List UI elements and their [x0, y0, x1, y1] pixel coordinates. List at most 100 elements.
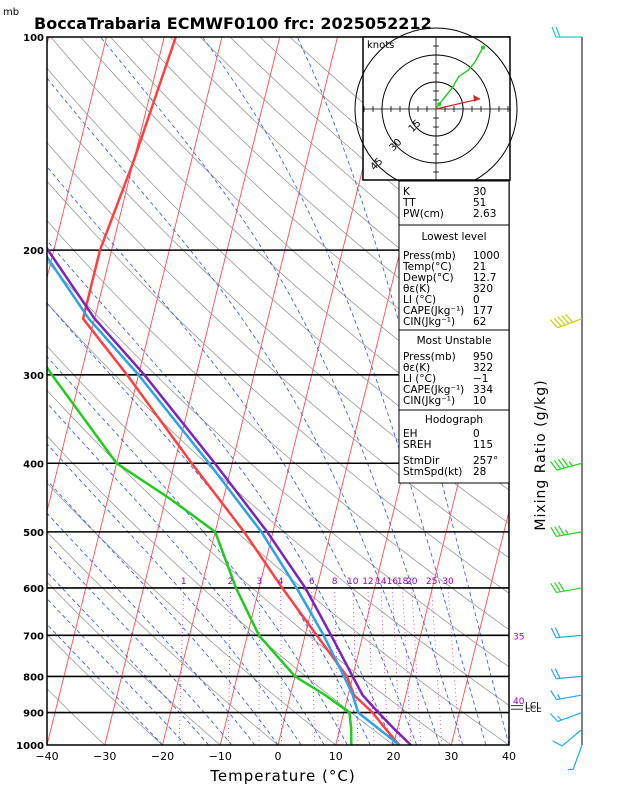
dry-adiabat — [47, 180, 509, 594]
indices-box-lowest — [398, 224, 510, 331]
most-unstable-value: 950 — [473, 351, 493, 363]
wind-barb-staff — [557, 318, 583, 329]
pressure-tick-label: 300 — [23, 371, 44, 382]
storm-value: 257° — [473, 455, 498, 467]
wind-barb-staff — [561, 728, 583, 747]
mixing-ratio-label: 4 — [278, 577, 284, 587]
temperature-tick-label: 10 — [329, 750, 343, 763]
wind-barb-flag — [550, 526, 557, 537]
lcl-label: LCL — [525, 705, 541, 715]
moist-adiabat — [47, 402, 325, 745]
lowest-value: 62 — [473, 316, 486, 328]
hodo-value: 115 — [473, 439, 493, 451]
temperature-tick-label: 20 — [387, 750, 401, 763]
lcl-label: LCL — [525, 702, 541, 712]
lowest-key: CAPE(Jkg⁻¹) — [403, 305, 464, 317]
isotherm-line — [508, 743, 509, 745]
most-unstable-key: Press(mb) — [403, 351, 456, 363]
pressure-tick-label: 600 — [23, 584, 44, 595]
mixing-ratio-label: 1 — [181, 577, 187, 587]
temperature-tick-label: −30 — [93, 750, 116, 763]
temperature-profile — [81, 37, 401, 745]
wind-barb-flag — [564, 313, 574, 323]
wind-barb-staff — [572, 744, 583, 770]
hodo-key: EH — [403, 428, 418, 440]
wind-barb-flag — [557, 458, 566, 469]
storm-motion-arrow — [435, 98, 481, 110]
index-value: 30 — [473, 186, 486, 198]
wind-barb-staff — [556, 587, 583, 594]
mixing-ratio-label: 16 — [387, 577, 399, 587]
hodograph-point — [437, 102, 442, 107]
lowest-value: 0 — [473, 294, 480, 306]
indices-box-most-unstable — [398, 329, 510, 411]
lowest-key: Dewp(°C) — [403, 272, 454, 284]
hodograph-units-label: knots — [367, 40, 394, 51]
moist-adiabat — [47, 77, 441, 745]
dry-adiabat — [47, 435, 395, 745]
dry-adiabat — [47, 688, 106, 745]
mixing-ratio-label: 20 — [406, 577, 418, 587]
most-unstable-key: θε(K) — [403, 362, 430, 374]
temperature-tick-label: 0 — [275, 750, 282, 763]
lowest-value: 320 — [473, 283, 493, 295]
mixing-ratio-label: 12 — [362, 577, 373, 587]
indices-box-general — [398, 180, 510, 226]
mixing-ratio-label: 6 — [309, 577, 315, 587]
dry-adiabat — [47, 104, 509, 524]
dry-adiabat — [47, 389, 452, 745]
wind-barb-flag — [549, 461, 558, 471]
mixing-ratio-label: 2 — [228, 577, 234, 587]
lowest-key: Press(mb) — [403, 250, 456, 262]
most-unstable-value: 334 — [473, 384, 493, 396]
lowest-value: 177 — [473, 305, 493, 317]
wind-barb-flag — [558, 525, 565, 536]
mixing-ratio-label: 18 — [397, 577, 409, 587]
storm-value: 28 — [473, 466, 486, 478]
temperature-tick-label: −40 — [35, 750, 58, 763]
chart-title: BoccaTrabaria ECMWF0100 frc: 2025052212 — [34, 14, 432, 33]
mixing-ratio-line — [178, 587, 185, 745]
wind-barb-flag — [549, 319, 559, 329]
wind-barb-flag — [555, 26, 561, 38]
index-value: 2.63 — [473, 208, 496, 220]
wind-barb-flag — [557, 316, 566, 326]
indices-table: K 30 TT 51 PW(cm) 2.63 Lowest level Press(mb) 10… — [398, 180, 510, 484]
wind-barb-half — [568, 461, 573, 467]
storm-key: StmDir — [403, 455, 440, 467]
wind-barb-staff — [557, 712, 583, 723]
mixing-ratio-label: 3 — [257, 577, 263, 587]
dry-adiabat — [47, 345, 509, 745]
pressure-tick-label: 200 — [23, 246, 44, 257]
most-unstable-value: 10 — [473, 395, 486, 407]
x-axis-label: Temperature (°C) — [209, 767, 355, 785]
temperature-tick-label: −20 — [151, 750, 174, 763]
lowest-value: 21 — [473, 261, 486, 273]
most-unstable-key: LI (°C) — [403, 373, 436, 385]
hodo-value: 0 — [473, 428, 480, 440]
lowest-key: Temp(°C) — [402, 261, 452, 273]
wind-barb-flag — [553, 317, 562, 327]
moist-adiabat — [47, 355, 348, 745]
storm-motion-arrowhead — [473, 94, 481, 102]
most-unstable-title: Most Unstable — [417, 335, 492, 347]
dry-adiabat — [47, 482, 337, 745]
wind-barb-half — [557, 715, 562, 721]
pressure-tick-label: 1000 — [16, 741, 44, 752]
pressure-unit-label: mb — [3, 7, 19, 18]
hodograph-point — [480, 45, 485, 50]
mixing-ratio-label: 25 — [426, 577, 437, 587]
moist-adiabat — [47, 166, 417, 745]
indices-box-hodograph — [398, 409, 510, 484]
mixing-ratio-line — [447, 587, 460, 745]
dry-adiabat — [47, 581, 221, 745]
wind-barb-staff — [556, 634, 583, 639]
pressure-tick-label: 800 — [23, 672, 44, 683]
moist-adiabat — [47, 571, 210, 745]
temperature-tick-label: −10 — [209, 750, 232, 763]
wind-barb-staff — [556, 675, 583, 680]
wind-barb-flag — [553, 459, 562, 470]
wind-barb-flag — [550, 627, 557, 638]
mixing-ratio-line — [280, 587, 282, 745]
moist-adiabat — [47, 512, 256, 745]
